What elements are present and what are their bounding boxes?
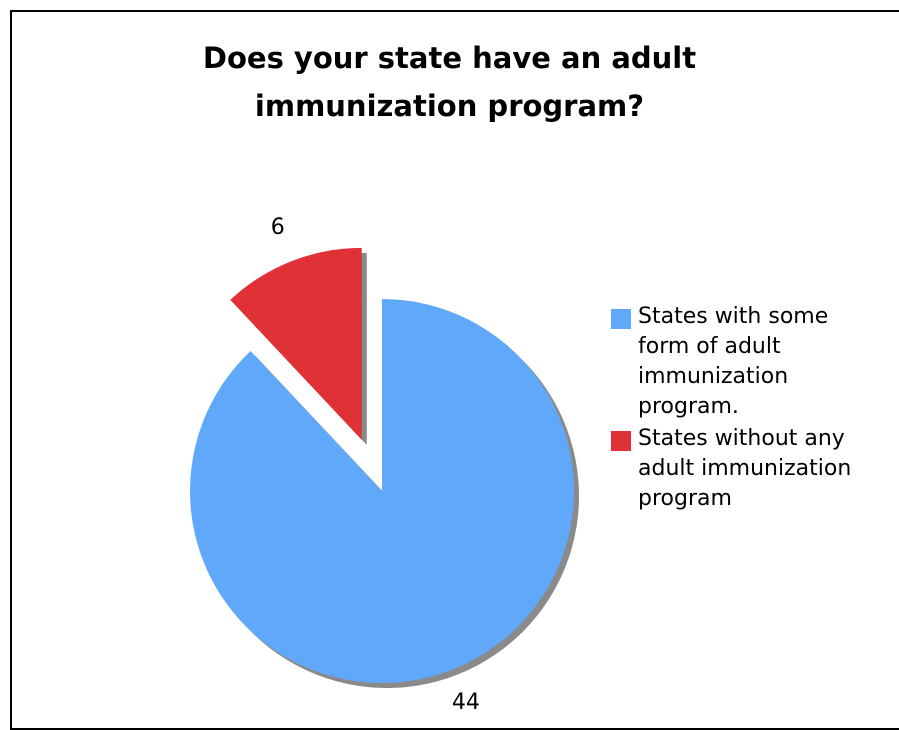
legend-label-line: States with some xyxy=(638,304,829,329)
data-label-without-program: 6 xyxy=(271,215,285,240)
legend-swatch-without-program xyxy=(611,431,631,451)
legend: States with some form of adult immunizat… xyxy=(611,302,899,516)
legend-item-without-program: States without any adult immunization pr… xyxy=(611,424,899,514)
pie-data-labels: 44 6 xyxy=(271,215,480,715)
pie-slices xyxy=(190,247,575,683)
legend-label-line: States without any xyxy=(638,426,845,451)
legend-label-line: program xyxy=(638,486,732,511)
legend-item-with-program: States with some form of adult immunizat… xyxy=(611,302,899,422)
chart-title: Does your state have an adult immunizati… xyxy=(0,34,899,130)
pie-slice-with-program xyxy=(190,299,575,683)
chart-title-line-1: Does your state have an adult xyxy=(202,41,697,75)
pie-slice-without-program xyxy=(230,247,362,440)
legend-label-line: adult immunization xyxy=(638,456,852,481)
legend-label-line: program. xyxy=(638,394,739,419)
legend-label-line: immunization xyxy=(638,364,789,389)
legend-swatch-with-program xyxy=(611,309,631,329)
data-label-with-program: 44 xyxy=(452,690,480,715)
legend-label-line: form of adult xyxy=(638,334,781,359)
chart-title-line-2: immunization program? xyxy=(254,89,645,123)
